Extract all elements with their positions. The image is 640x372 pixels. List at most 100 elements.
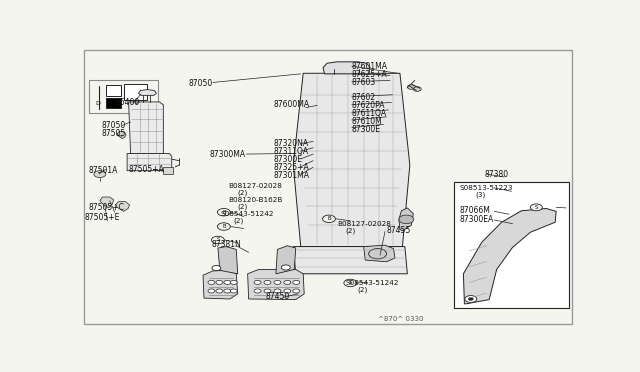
Circle shape bbox=[284, 280, 291, 284]
Text: S: S bbox=[216, 237, 220, 243]
Circle shape bbox=[212, 266, 221, 271]
Text: B08120-B162B: B08120-B162B bbox=[228, 197, 282, 203]
Bar bbox=[106, 85, 121, 96]
Circle shape bbox=[264, 289, 271, 293]
Circle shape bbox=[399, 215, 414, 224]
Circle shape bbox=[408, 85, 415, 89]
Circle shape bbox=[369, 248, 387, 259]
Text: B: B bbox=[327, 216, 331, 221]
Circle shape bbox=[216, 289, 223, 293]
Circle shape bbox=[208, 289, 215, 293]
Polygon shape bbox=[364, 245, 395, 262]
Circle shape bbox=[218, 223, 230, 230]
Circle shape bbox=[224, 289, 231, 293]
Circle shape bbox=[531, 204, 542, 211]
Text: 87505+E: 87505+E bbox=[85, 212, 120, 222]
Circle shape bbox=[211, 236, 225, 244]
Text: 87300E: 87300E bbox=[273, 155, 303, 164]
Text: B: B bbox=[222, 224, 226, 229]
Polygon shape bbox=[203, 270, 237, 299]
Text: 87050: 87050 bbox=[188, 79, 212, 88]
Text: 87620PA: 87620PA bbox=[352, 101, 385, 110]
Polygon shape bbox=[100, 197, 114, 208]
Bar bbox=[89, 80, 158, 113]
Circle shape bbox=[292, 289, 300, 293]
Text: S08543-51242: S08543-51242 bbox=[221, 211, 275, 217]
Text: S: S bbox=[534, 205, 538, 210]
Circle shape bbox=[94, 171, 106, 177]
Text: 87380: 87380 bbox=[484, 170, 508, 179]
Text: 87301MA: 87301MA bbox=[273, 171, 310, 180]
Polygon shape bbox=[293, 247, 408, 274]
Circle shape bbox=[216, 280, 223, 284]
Text: (2): (2) bbox=[237, 203, 248, 210]
Text: (2): (2) bbox=[234, 218, 244, 224]
Circle shape bbox=[254, 280, 261, 284]
Polygon shape bbox=[463, 208, 556, 304]
Text: 87603: 87603 bbox=[352, 78, 376, 87]
Bar bbox=[163, 167, 173, 174]
Text: 86400: 86400 bbox=[116, 98, 140, 107]
Polygon shape bbox=[323, 62, 370, 74]
Text: 87505+C: 87505+C bbox=[89, 203, 125, 212]
Circle shape bbox=[264, 280, 271, 284]
Polygon shape bbox=[276, 246, 296, 274]
Text: 87320NA: 87320NA bbox=[273, 139, 308, 148]
Circle shape bbox=[218, 208, 230, 216]
Text: (2): (2) bbox=[358, 287, 368, 294]
Text: 87455: 87455 bbox=[387, 226, 411, 235]
Text: 87505+A: 87505+A bbox=[129, 165, 164, 174]
Polygon shape bbox=[248, 269, 304, 299]
Circle shape bbox=[465, 296, 477, 302]
Polygon shape bbox=[399, 208, 413, 231]
Text: 87450: 87450 bbox=[266, 292, 291, 301]
Text: 87602: 87602 bbox=[352, 93, 376, 102]
Text: (2): (2) bbox=[237, 189, 248, 196]
Text: 87610M: 87610M bbox=[352, 117, 383, 126]
Bar bbox=[454, 182, 568, 308]
Text: 87611QA: 87611QA bbox=[352, 109, 387, 118]
Text: B08127-02028: B08127-02028 bbox=[337, 221, 391, 227]
Text: 87300E: 87300E bbox=[352, 125, 381, 134]
Circle shape bbox=[323, 215, 335, 222]
Text: 87625+A: 87625+A bbox=[352, 70, 388, 79]
Polygon shape bbox=[218, 247, 237, 274]
Text: S08543-51242: S08543-51242 bbox=[346, 280, 399, 286]
Text: 87325+A: 87325+A bbox=[273, 163, 309, 172]
Circle shape bbox=[292, 280, 300, 284]
Text: 87381N: 87381N bbox=[211, 240, 241, 249]
Bar bbox=[124, 84, 147, 100]
Text: 87501A: 87501A bbox=[88, 166, 118, 175]
Circle shape bbox=[284, 289, 291, 293]
Circle shape bbox=[254, 289, 261, 293]
Polygon shape bbox=[293, 73, 410, 247]
Text: (2): (2) bbox=[346, 227, 356, 234]
Circle shape bbox=[208, 280, 215, 284]
Circle shape bbox=[344, 279, 356, 287]
Text: (3): (3) bbox=[476, 192, 486, 198]
Text: 87505: 87505 bbox=[101, 129, 125, 138]
Polygon shape bbox=[138, 90, 156, 95]
Polygon shape bbox=[127, 154, 172, 171]
Text: B08127-02028: B08127-02028 bbox=[228, 183, 282, 189]
Text: 87601MA: 87601MA bbox=[352, 62, 388, 71]
Text: B: B bbox=[222, 210, 226, 215]
Circle shape bbox=[274, 280, 281, 284]
Circle shape bbox=[468, 298, 474, 301]
Text: S08513-51223: S08513-51223 bbox=[460, 185, 513, 191]
Text: 87050: 87050 bbox=[101, 121, 125, 130]
Text: 87311QA: 87311QA bbox=[273, 147, 308, 156]
Circle shape bbox=[230, 280, 237, 284]
Text: ^870^ 0330: ^870^ 0330 bbox=[378, 316, 423, 322]
Circle shape bbox=[413, 87, 421, 92]
Circle shape bbox=[230, 289, 237, 293]
Text: D: D bbox=[95, 102, 100, 106]
Text: 87300EA: 87300EA bbox=[460, 215, 493, 224]
Circle shape bbox=[282, 265, 291, 270]
Polygon shape bbox=[116, 202, 129, 211]
Circle shape bbox=[274, 289, 281, 293]
Polygon shape bbox=[129, 102, 163, 154]
Polygon shape bbox=[117, 131, 126, 139]
Text: 87066M: 87066M bbox=[460, 206, 490, 215]
Text: 87600MA: 87600MA bbox=[273, 100, 310, 109]
